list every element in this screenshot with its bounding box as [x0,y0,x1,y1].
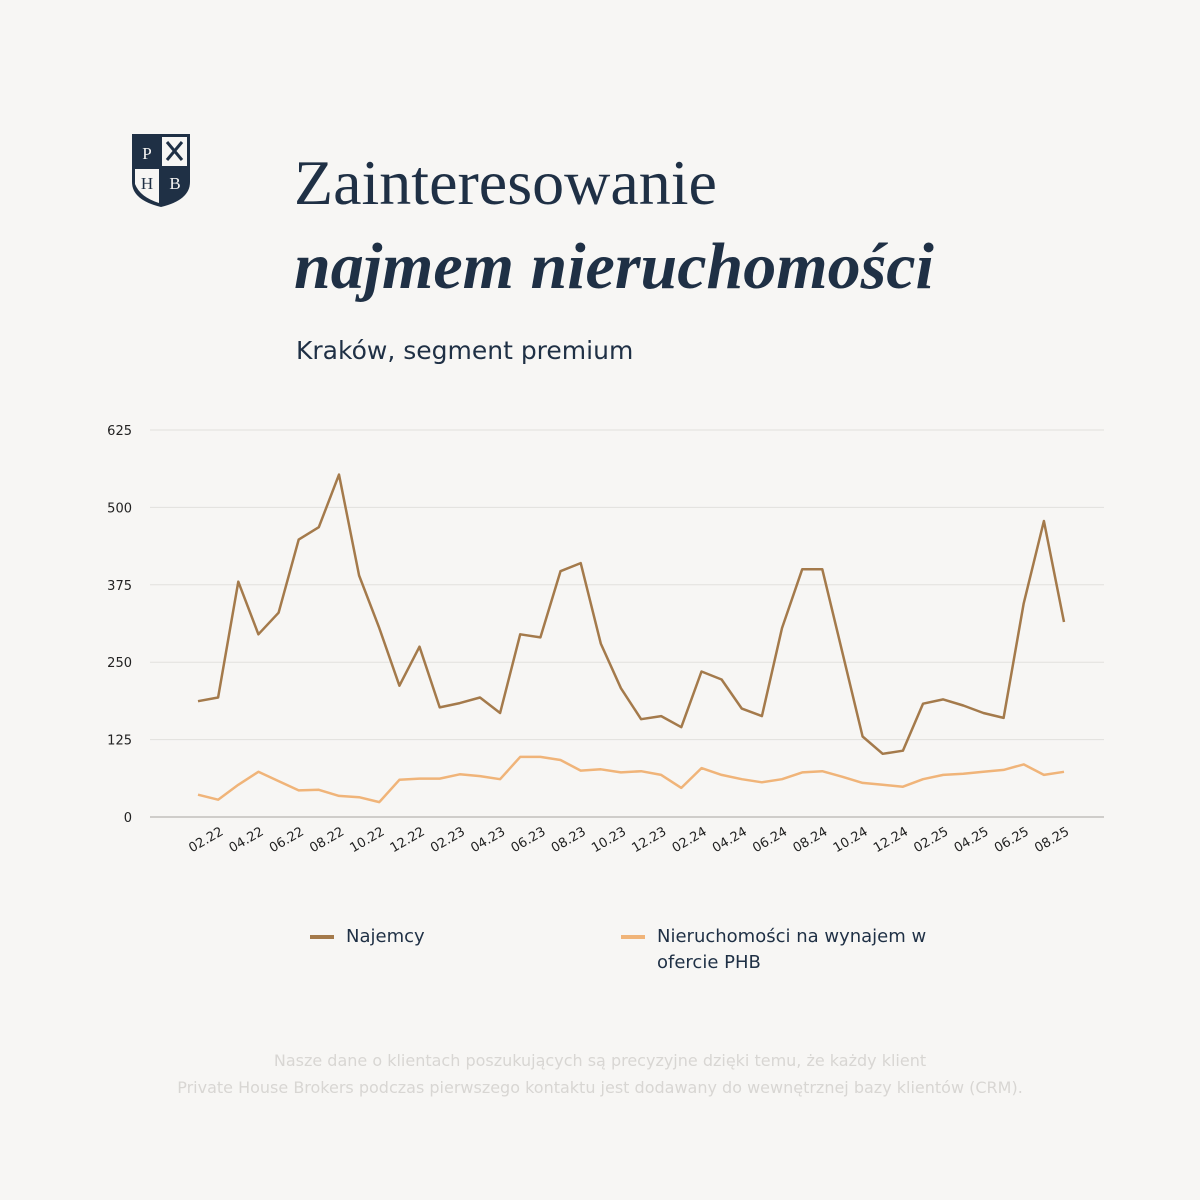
y-tick-label: 625 [107,424,132,439]
legend-swatch [310,935,334,939]
x-tick-label: 06.23 [509,824,549,856]
logo-keys [165,141,184,161]
x-tick-label: 02.23 [428,824,468,856]
logo-letter: P [142,144,151,163]
chart-title-emphasis: najmem nieruchomości [294,230,935,303]
footnote: Private House Brokers podczas pierwszego… [177,1078,1023,1097]
x-tick-label: 06.25 [992,824,1032,856]
y-tick-label: 0 [124,811,132,826]
y-tick-label: 125 [107,734,132,749]
x-tick-label: 04.25 [952,824,992,856]
logo: P H B [132,134,190,207]
legend-item: Nieruchomości na wynajem w ofercie PHB [621,924,927,976]
logo-letter: H [141,174,153,193]
x-tick-label: 04.24 [710,824,750,856]
x-tick-label: 02.25 [911,824,951,856]
series-line [197,755,1065,804]
x-tick-label: 08.23 [549,824,589,856]
legend-label: Nieruchomości na wynajem w ofercie PHB [657,926,927,973]
legend-swatch [621,935,645,939]
x-tick-label: 10.22 [348,824,388,856]
y-tick-label: 250 [107,656,132,671]
x-tick-label: 06.22 [267,824,307,856]
chart-title: Zainteresowanie [294,147,717,218]
y-tick-label: 375 [107,579,132,594]
legend-label: Najemcy [346,926,425,947]
x-tick-label: 04.23 [468,824,508,856]
series-line [197,473,1066,756]
logo-cell [135,169,159,203]
logo-letter: B [169,174,180,193]
x-tick-label: 10.24 [831,824,871,856]
footnote: Nasze dane o klientach poszukujących są … [274,1051,926,1070]
x-tick-label: 08.24 [791,824,831,856]
x-tick-label: 02.24 [670,824,710,856]
y-tick-label: 500 [107,501,132,516]
legend-item: Najemcy [310,924,425,950]
x-tick-label: 12.22 [388,824,428,856]
x-tick-label: 04.22 [227,824,267,856]
chart-subtitle: Kraków, segment premium [296,336,633,365]
x-tick-label: 10.23 [589,824,629,856]
x-tick-label: 08.25 [1032,824,1072,856]
x-tick-label: 02.22 [186,824,226,856]
x-tick-label: 12.24 [871,824,911,856]
x-tick-label: 08.22 [307,824,347,856]
x-tick-label: 06.24 [750,824,790,856]
x-tick-label: 12.23 [629,824,669,856]
